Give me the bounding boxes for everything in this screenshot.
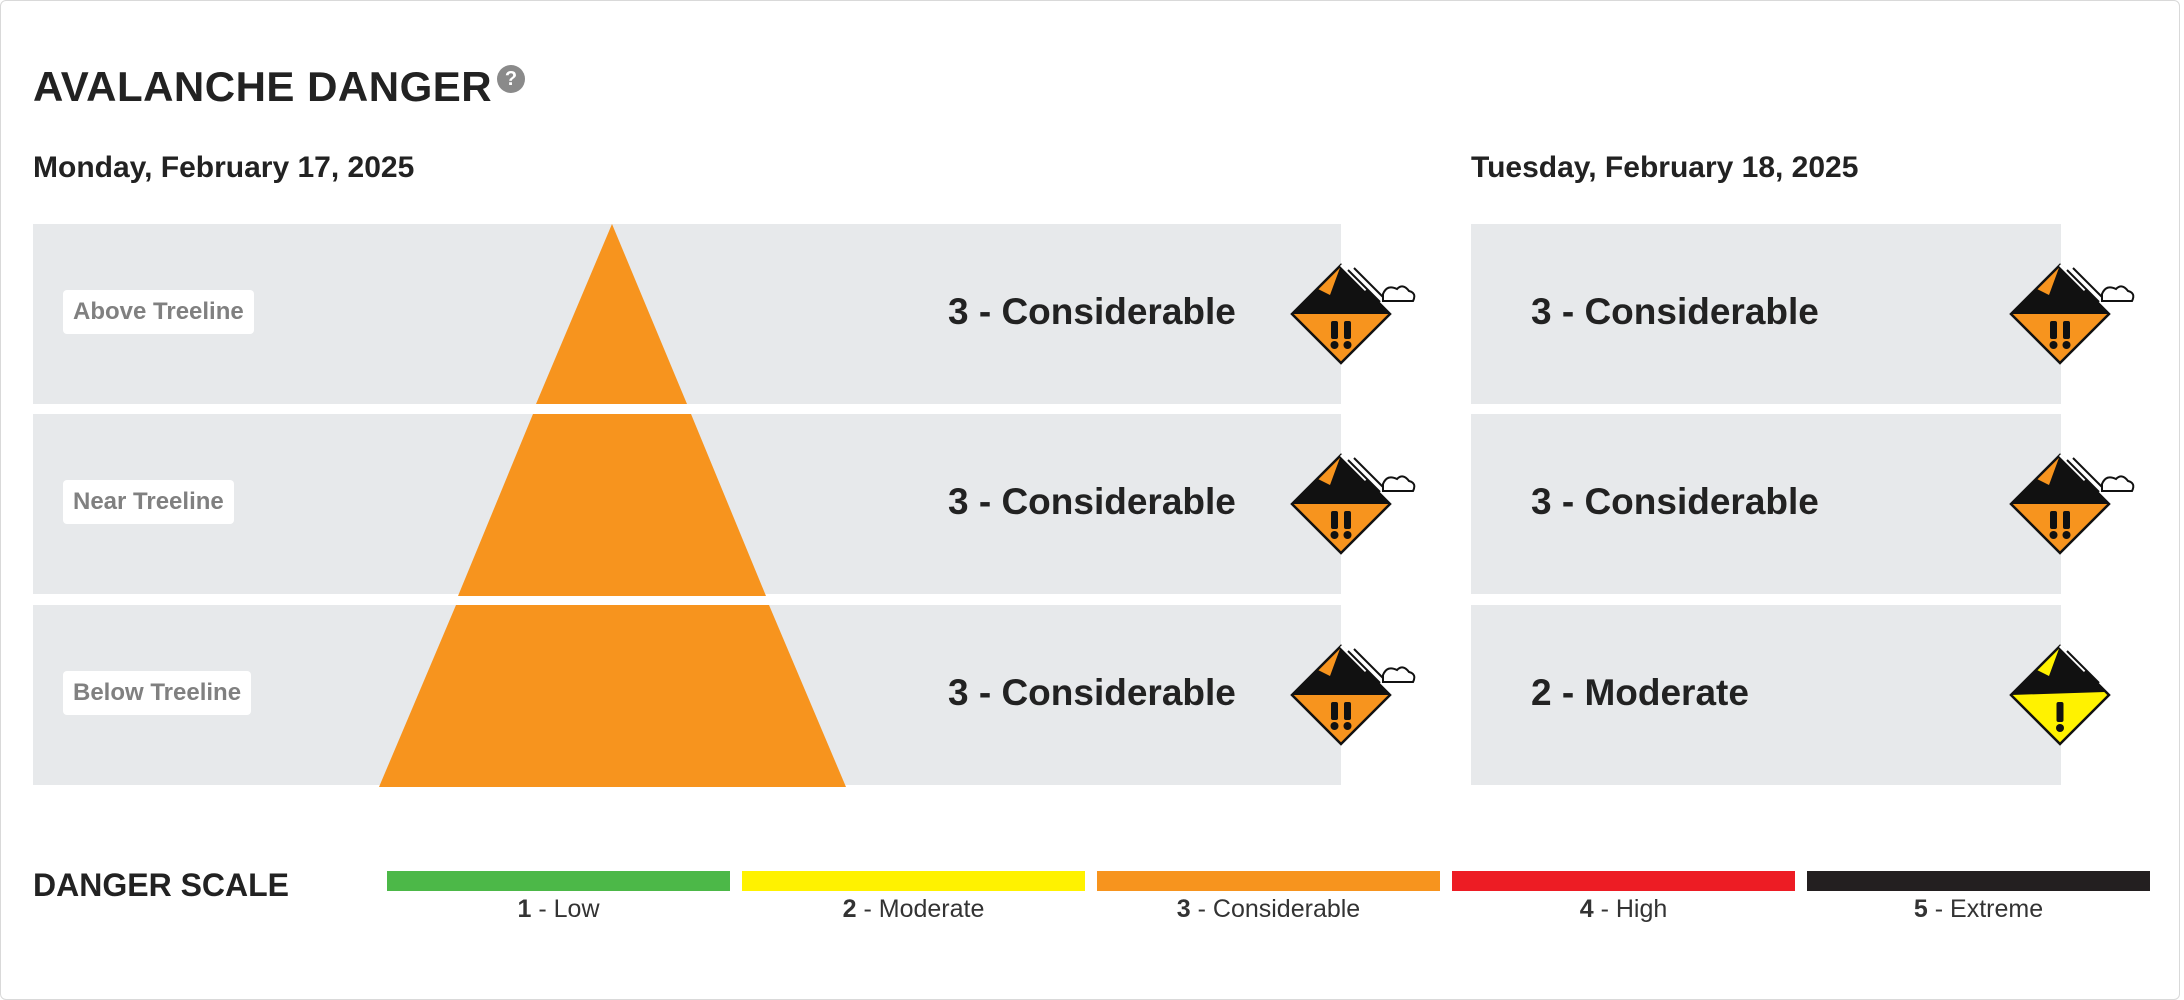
- scale-name: - Moderate: [863, 895, 985, 923]
- day1-rating-near-treeline: 3 - Considerable: [948, 481, 1236, 522]
- scale-bar-extreme: [1807, 871, 2150, 891]
- elevation-label-below-treeline: Below Treeline: [63, 671, 252, 715]
- day1-rating-above-treeline: 3 - Considerable: [948, 291, 1236, 332]
- danger-3-considerable-icon: [2009, 263, 2135, 365]
- elevation-pyramid: [379, 224, 846, 787]
- help-icon[interactable]: ?: [497, 65, 525, 93]
- danger-3-considerable-icon: [1290, 263, 1416, 365]
- scale-name: - High: [1600, 895, 1668, 923]
- danger-3-considerable-icon: [1290, 644, 1416, 746]
- scale-num: 1: [517, 895, 532, 923]
- scale-bar-considerable: [1097, 871, 1440, 891]
- scale-name: - Considerable: [1197, 895, 1361, 923]
- day1-rating-below-treeline: 3 - Considerable: [948, 672, 1236, 713]
- pyramid-bottom-segment: [379, 605, 846, 787]
- day2-row-near-treeline: 3 - Considerable: [1471, 414, 2061, 594]
- day1-date: Monday, February 17, 2025: [33, 151, 415, 184]
- scale-bar-high: [1452, 871, 1795, 891]
- scale-name: - Extreme: [1934, 895, 2044, 923]
- scale-num: 3: [1176, 895, 1191, 923]
- day2-row-below-treeline: 2 - Moderate: [1471, 605, 2061, 785]
- danger-scale-level-2: 2 - Moderate: [742, 871, 1085, 924]
- day2-rating-below-treeline: 2 - Moderate: [1531, 672, 1749, 713]
- scale-num: 2: [842, 895, 857, 923]
- elevation-label-above-treeline: Above Treeline: [63, 290, 254, 334]
- scale-num: 4: [1579, 895, 1594, 923]
- scale-bar-low: [387, 871, 730, 891]
- danger-scale-level-4: 4 - High: [1452, 871, 1795, 924]
- page-title: AVALANCHE DANGER: [33, 63, 493, 110]
- danger-3-considerable-icon: [2009, 453, 2135, 555]
- danger-scale-level-5: 5 - Extreme: [1807, 871, 2150, 924]
- danger-scale-level-1: 1 - Low: [387, 871, 730, 924]
- scale-bar-moderate: [742, 871, 1085, 891]
- danger-2-moderate-icon: [2009, 644, 2111, 746]
- danger-scale-title: DANGER SCALE: [33, 867, 290, 903]
- pyramid-top-segment: [536, 224, 687, 404]
- day2-row-above-treeline: 3 - Considerable: [1471, 224, 2061, 404]
- day2-date: Tuesday, February 18, 2025: [1471, 151, 1859, 184]
- elevation-label-near-treeline: Near Treeline: [63, 480, 234, 524]
- scale-num: 5: [1913, 895, 1928, 923]
- scale-name: - Low: [538, 895, 600, 923]
- day1-row-above-treeline: Above Treeline 3 - Considerable: [33, 224, 1341, 404]
- danger-scale-level-3: 3 - Considerable: [1097, 871, 1440, 924]
- day2-rating-above-treeline: 3 - Considerable: [1531, 291, 1819, 332]
- day2-rating-near-treeline: 3 - Considerable: [1531, 481, 1819, 522]
- pyramid-middle-segment: [458, 414, 766, 596]
- danger-3-considerable-icon: [1290, 453, 1416, 555]
